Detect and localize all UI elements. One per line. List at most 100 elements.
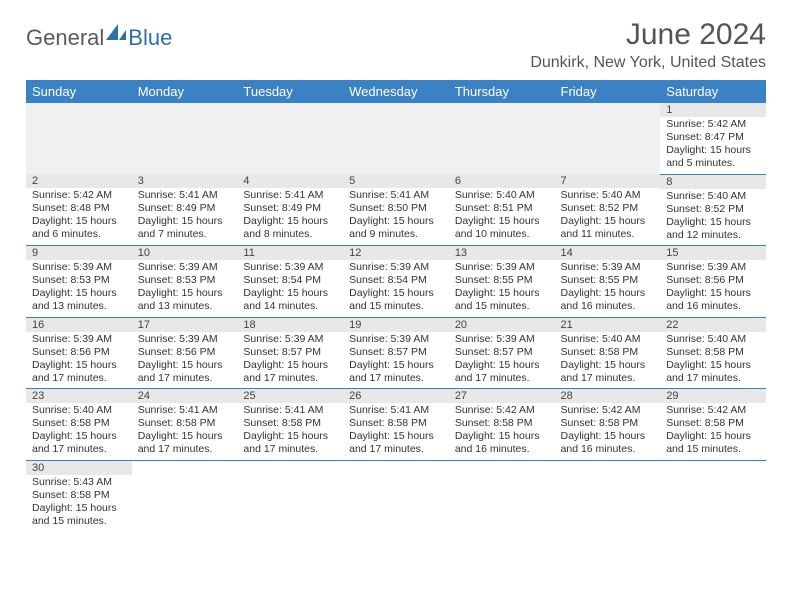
day-content: Sunrise: 5:43 AMSunset: 8:58 PMDaylight:… [26,475,132,532]
calendar-cell: 2Sunrise: 5:42 AMSunset: 8:48 PMDaylight… [26,174,132,246]
day-content: Sunrise: 5:40 AMSunset: 8:58 PMDaylight:… [26,403,132,460]
calendar-cell [237,103,343,174]
day-content: Sunrise: 5:42 AMSunset: 8:48 PMDaylight:… [26,188,132,245]
daylight-text: Daylight: 15 hours and 17 minutes. [32,359,126,385]
day-number: 6 [449,174,555,188]
day-content: Sunrise: 5:39 AMSunset: 8:54 PMDaylight:… [237,260,343,317]
day-content: Sunrise: 5:41 AMSunset: 8:58 PMDaylight:… [132,403,238,460]
sunrise-text: Sunrise: 5:39 AM [138,261,232,274]
day-content: Sunrise: 5:40 AMSunset: 8:52 PMDaylight:… [555,188,661,245]
sunset-text: Sunset: 8:54 PM [349,274,443,287]
daylight-text: Daylight: 15 hours and 15 minutes. [32,502,126,528]
calendar-cell [132,103,238,174]
day-number: 24 [132,389,238,403]
day-number: 19 [343,318,449,332]
sunrise-text: Sunrise: 5:40 AM [455,189,549,202]
daylight-text: Daylight: 15 hours and 13 minutes. [138,287,232,313]
day-number: 27 [449,389,555,403]
sunset-text: Sunset: 8:58 PM [561,417,655,430]
sunrise-text: Sunrise: 5:40 AM [666,333,760,346]
weekday-header: Saturday [660,80,766,103]
sunrise-text: Sunrise: 5:39 AM [561,261,655,274]
sunset-text: Sunset: 8:58 PM [455,417,549,430]
day-content: Sunrise: 5:39 AMSunset: 8:56 PMDaylight:… [660,260,766,317]
day-content: Sunrise: 5:41 AMSunset: 8:50 PMDaylight:… [343,188,449,245]
calendar-cell: 28Sunrise: 5:42 AMSunset: 8:58 PMDayligh… [555,389,661,461]
daylight-text: Daylight: 15 hours and 17 minutes. [138,359,232,385]
sunrise-text: Sunrise: 5:39 AM [32,261,126,274]
day-content: Sunrise: 5:39 AMSunset: 8:55 PMDaylight:… [555,260,661,317]
calendar-cell: 20Sunrise: 5:39 AMSunset: 8:57 PMDayligh… [449,317,555,389]
sunset-text: Sunset: 8:58 PM [666,346,760,359]
day-content: Sunrise: 5:42 AMSunset: 8:58 PMDaylight:… [660,403,766,460]
calendar-cell [343,103,449,174]
sunrise-text: Sunrise: 5:42 AM [561,404,655,417]
day-number: 16 [26,318,132,332]
sunrise-text: Sunrise: 5:42 AM [455,404,549,417]
calendar-cell: 11Sunrise: 5:39 AMSunset: 8:54 PMDayligh… [237,246,343,318]
calendar-cell: 19Sunrise: 5:39 AMSunset: 8:57 PMDayligh… [343,317,449,389]
sunset-text: Sunset: 8:54 PM [243,274,337,287]
calendar-cell: 25Sunrise: 5:41 AMSunset: 8:58 PMDayligh… [237,389,343,461]
sunset-text: Sunset: 8:47 PM [666,131,760,144]
day-number: 11 [237,246,343,260]
sunrise-text: Sunrise: 5:40 AM [666,190,760,203]
daylight-text: Daylight: 15 hours and 14 minutes. [243,287,337,313]
day-content: Sunrise: 5:41 AMSunset: 8:58 PMDaylight:… [237,403,343,460]
day-content: Sunrise: 5:39 AMSunset: 8:55 PMDaylight:… [449,260,555,317]
calendar-cell [555,103,661,174]
sunset-text: Sunset: 8:55 PM [561,274,655,287]
sunrise-text: Sunrise: 5:41 AM [138,189,232,202]
day-number: 5 [343,174,449,188]
daylight-text: Daylight: 15 hours and 17 minutes. [243,359,337,385]
sunrise-text: Sunrise: 5:41 AM [243,404,337,417]
day-content: Sunrise: 5:40 AMSunset: 8:51 PMDaylight:… [449,188,555,245]
weekday-header: Thursday [449,80,555,103]
calendar-week-row: 16Sunrise: 5:39 AMSunset: 8:56 PMDayligh… [26,317,766,389]
calendar-week-row: 30Sunrise: 5:43 AMSunset: 8:58 PMDayligh… [26,460,766,531]
calendar-cell: 9Sunrise: 5:39 AMSunset: 8:53 PMDaylight… [26,246,132,318]
day-content: Sunrise: 5:40 AMSunset: 8:58 PMDaylight:… [660,332,766,389]
calendar-cell: 29Sunrise: 5:42 AMSunset: 8:58 PMDayligh… [660,389,766,461]
day-content: Sunrise: 5:39 AMSunset: 8:57 PMDaylight:… [343,332,449,389]
sunset-text: Sunset: 8:52 PM [561,202,655,215]
daylight-text: Daylight: 15 hours and 11 minutes. [561,215,655,241]
sunset-text: Sunset: 8:56 PM [138,346,232,359]
sunset-text: Sunset: 8:52 PM [666,203,760,216]
weekday-header: Tuesday [237,80,343,103]
daylight-text: Daylight: 15 hours and 16 minutes. [561,430,655,456]
sunrise-text: Sunrise: 5:41 AM [349,404,443,417]
calendar-cell: 27Sunrise: 5:42 AMSunset: 8:58 PMDayligh… [449,389,555,461]
daylight-text: Daylight: 15 hours and 13 minutes. [32,287,126,313]
sunrise-text: Sunrise: 5:41 AM [138,404,232,417]
calendar-cell [132,460,238,531]
sunset-text: Sunset: 8:48 PM [32,202,126,215]
day-number: 29 [660,389,766,403]
calendar-week-row: 1Sunrise: 5:42 AMSunset: 8:47 PMDaylight… [26,103,766,174]
calendar-cell: 7Sunrise: 5:40 AMSunset: 8:52 PMDaylight… [555,174,661,246]
calendar-cell [26,103,132,174]
day-content: Sunrise: 5:40 AMSunset: 8:58 PMDaylight:… [555,332,661,389]
calendar-table: Sunday Monday Tuesday Wednesday Thursday… [26,80,766,531]
sunset-text: Sunset: 8:56 PM [32,346,126,359]
daylight-text: Daylight: 15 hours and 16 minutes. [666,287,760,313]
sunrise-text: Sunrise: 5:39 AM [243,261,337,274]
calendar-cell: 4Sunrise: 5:41 AMSunset: 8:49 PMDaylight… [237,174,343,246]
day-number: 17 [132,318,238,332]
daylight-text: Daylight: 15 hours and 12 minutes. [666,216,760,242]
daylight-text: Daylight: 15 hours and 17 minutes. [243,430,337,456]
title-block: June 2024 Dunkirk, New York, United Stat… [530,18,766,72]
calendar-cell: 8Sunrise: 5:40 AMSunset: 8:52 PMDaylight… [660,174,766,246]
day-content: Sunrise: 5:39 AMSunset: 8:57 PMDaylight:… [449,332,555,389]
sunrise-text: Sunrise: 5:42 AM [666,404,760,417]
day-content: Sunrise: 5:42 AMSunset: 8:58 PMDaylight:… [555,403,661,460]
daylight-text: Daylight: 15 hours and 6 minutes. [32,215,126,241]
calendar-week-row: 23Sunrise: 5:40 AMSunset: 8:58 PMDayligh… [26,389,766,461]
calendar-cell: 30Sunrise: 5:43 AMSunset: 8:58 PMDayligh… [26,460,132,531]
day-number: 3 [132,174,238,188]
day-content: Sunrise: 5:42 AMSunset: 8:47 PMDaylight:… [660,117,766,174]
sunrise-text: Sunrise: 5:39 AM [243,333,337,346]
weekday-header-row: Sunday Monday Tuesday Wednesday Thursday… [26,80,766,103]
sunset-text: Sunset: 8:51 PM [455,202,549,215]
day-number: 28 [555,389,661,403]
